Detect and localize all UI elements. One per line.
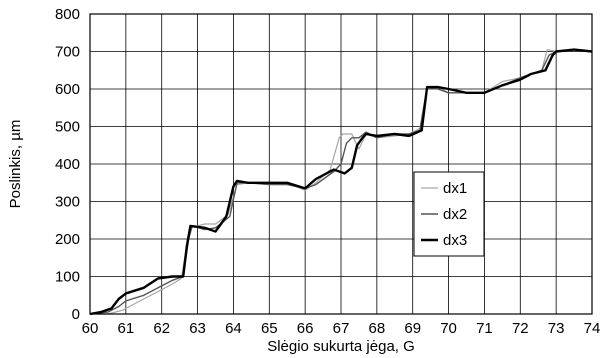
y-tick-label: 0 (72, 306, 80, 323)
x-axis-label: Slėgio sukurta jėga, G (267, 338, 415, 355)
x-tick-label: 71 (476, 320, 493, 337)
legend-label: dx3 (443, 232, 467, 249)
y-tick-label: 600 (55, 81, 80, 98)
legend-label: dx2 (443, 206, 467, 223)
x-tick-label: 60 (82, 320, 99, 337)
x-tick-label: 66 (297, 320, 314, 337)
x-tick-label: 73 (548, 320, 565, 337)
y-tick-label: 800 (55, 6, 80, 23)
legend: dx1 dx2 dx3 (413, 171, 485, 257)
x-tick-label: 67 (333, 320, 350, 337)
x-tick-label: 62 (153, 320, 170, 337)
y-axis-label: Poslinkis, µm (7, 120, 24, 209)
y-tick-label: 100 (55, 269, 80, 286)
x-axis-ticks: 60 61 62 63 64 65 66 67 68 69 70 71 72 73 74 (82, 320, 601, 337)
y-tick-label: 400 (55, 156, 80, 173)
y-tick-label: 500 (55, 119, 80, 136)
x-tick-label: 72 (512, 320, 529, 337)
x-tick-label: 69 (404, 320, 421, 337)
x-tick-label: 63 (189, 320, 206, 337)
grid (89, 13, 593, 315)
series-lines (89, 48, 593, 316)
series-line-dx3 (89, 48, 593, 316)
x-tick-label: 61 (118, 320, 135, 337)
y-axis-ticks: 0 100 200 300 400 500 600 700 800 (55, 6, 80, 323)
x-tick-label: 65 (261, 320, 278, 337)
legend-label: dx1 (443, 180, 467, 197)
x-tick-label: 74 (584, 320, 601, 337)
y-tick-label: 700 (55, 44, 80, 61)
x-tick-label: 64 (225, 320, 242, 337)
plot-area-frame (89, 13, 593, 315)
series-line-dx1 (90, 48, 593, 315)
y-tick-label: 300 (55, 194, 80, 211)
x-tick-label: 70 (440, 320, 457, 337)
y-tick-label: 200 (55, 231, 80, 248)
x-tick-label: 68 (369, 320, 386, 337)
